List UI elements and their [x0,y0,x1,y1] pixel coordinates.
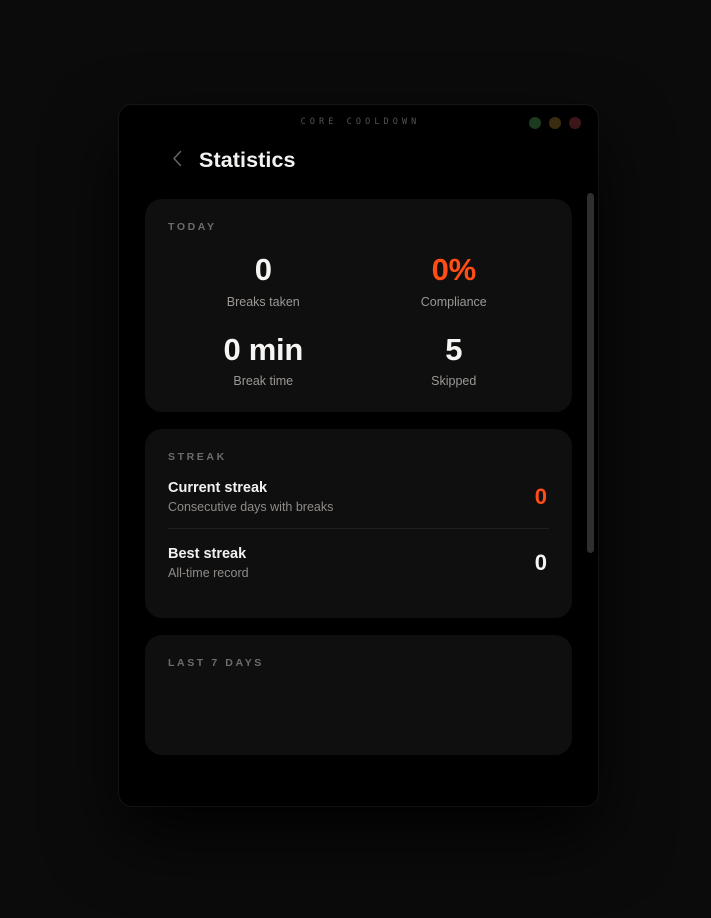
today-card-label: TODAY [168,221,217,233]
streak-title: Best streak [168,546,247,563]
streak-card-label: STREAK [168,451,227,464]
week-bar-slot[interactable] [168,723,198,755]
week-bar-slot[interactable] [461,723,491,755]
week-bar-chart [168,723,549,755]
week-bar-slot[interactable] [285,723,315,755]
stat-value: 0 [254,252,272,287]
titlebar: CORE COOLDOWN [119,105,598,139]
week-bar-slot[interactable] [519,723,549,755]
stat-label: Breaks taken [226,294,300,309]
stat-value: 5 [445,331,463,367]
streak-card: STREAK Current streak Consecutive days w… [145,429,572,619]
page-header: Statistics [119,139,598,181]
week-bar-slot[interactable] [227,723,257,755]
scroll-content: TODAY 0 Breaks taken 0% Compliance 0 min… [119,181,598,806]
stat-label: Skipped [431,374,477,389]
page-title: Statistics [199,147,296,172]
streak-row-best: Best streak All-time record 0 [168,528,549,594]
stat-value: 0% [431,252,477,287]
stat-label: Break time [233,374,294,389]
streak-title: Current streak [168,480,268,497]
close-button[interactable] [529,117,541,129]
minimize-button[interactable] [549,117,561,129]
streak-row-current: Current streak Consecutive days with bre… [168,463,549,528]
window-controls [529,117,581,129]
stat-value: 0 min [223,331,304,367]
app-name-label: CORE COOLDOWN [300,117,421,127]
today-card: TODAY 0 Breaks taken 0% Compliance 0 min… [145,199,572,413]
last-7-days-card-label: LAST 7 DAYS [168,657,264,670]
week-bar-slot[interactable] [344,723,374,755]
back-button[interactable] [164,145,190,171]
stat-label: Compliance [420,294,487,309]
streak-subtitle: All-time record [168,566,249,581]
streak-value: 0 [534,550,547,576]
app-window: CORE COOLDOWN Statistics TODAY 0 Break [119,105,598,806]
stat-compliance: 0% Compliance [359,252,550,309]
stat-break-time: 0 min Break time [168,331,359,389]
streak-value: 0 [534,484,547,510]
streak-subtitle: Consecutive days with breaks [168,500,334,515]
today-stats-grid: 0 Breaks taken 0% Compliance 0 min Break… [168,252,550,389]
last-7-days-card: LAST 7 DAYS [145,635,572,756]
maximize-button[interactable] [569,117,581,129]
streak-text-group: Best streak All-time record [168,546,249,580]
streak-text-group: Current streak Consecutive days with bre… [168,480,333,514]
chevron-left-icon [172,150,183,167]
stat-breaks-taken: 0 Breaks taken [168,252,359,309]
scrollbar-track[interactable] [587,193,594,806]
scrollbar-thumb[interactable] [587,193,594,553]
stat-skipped: 5 Skipped [359,331,550,389]
week-bar-slot[interactable] [402,723,432,755]
